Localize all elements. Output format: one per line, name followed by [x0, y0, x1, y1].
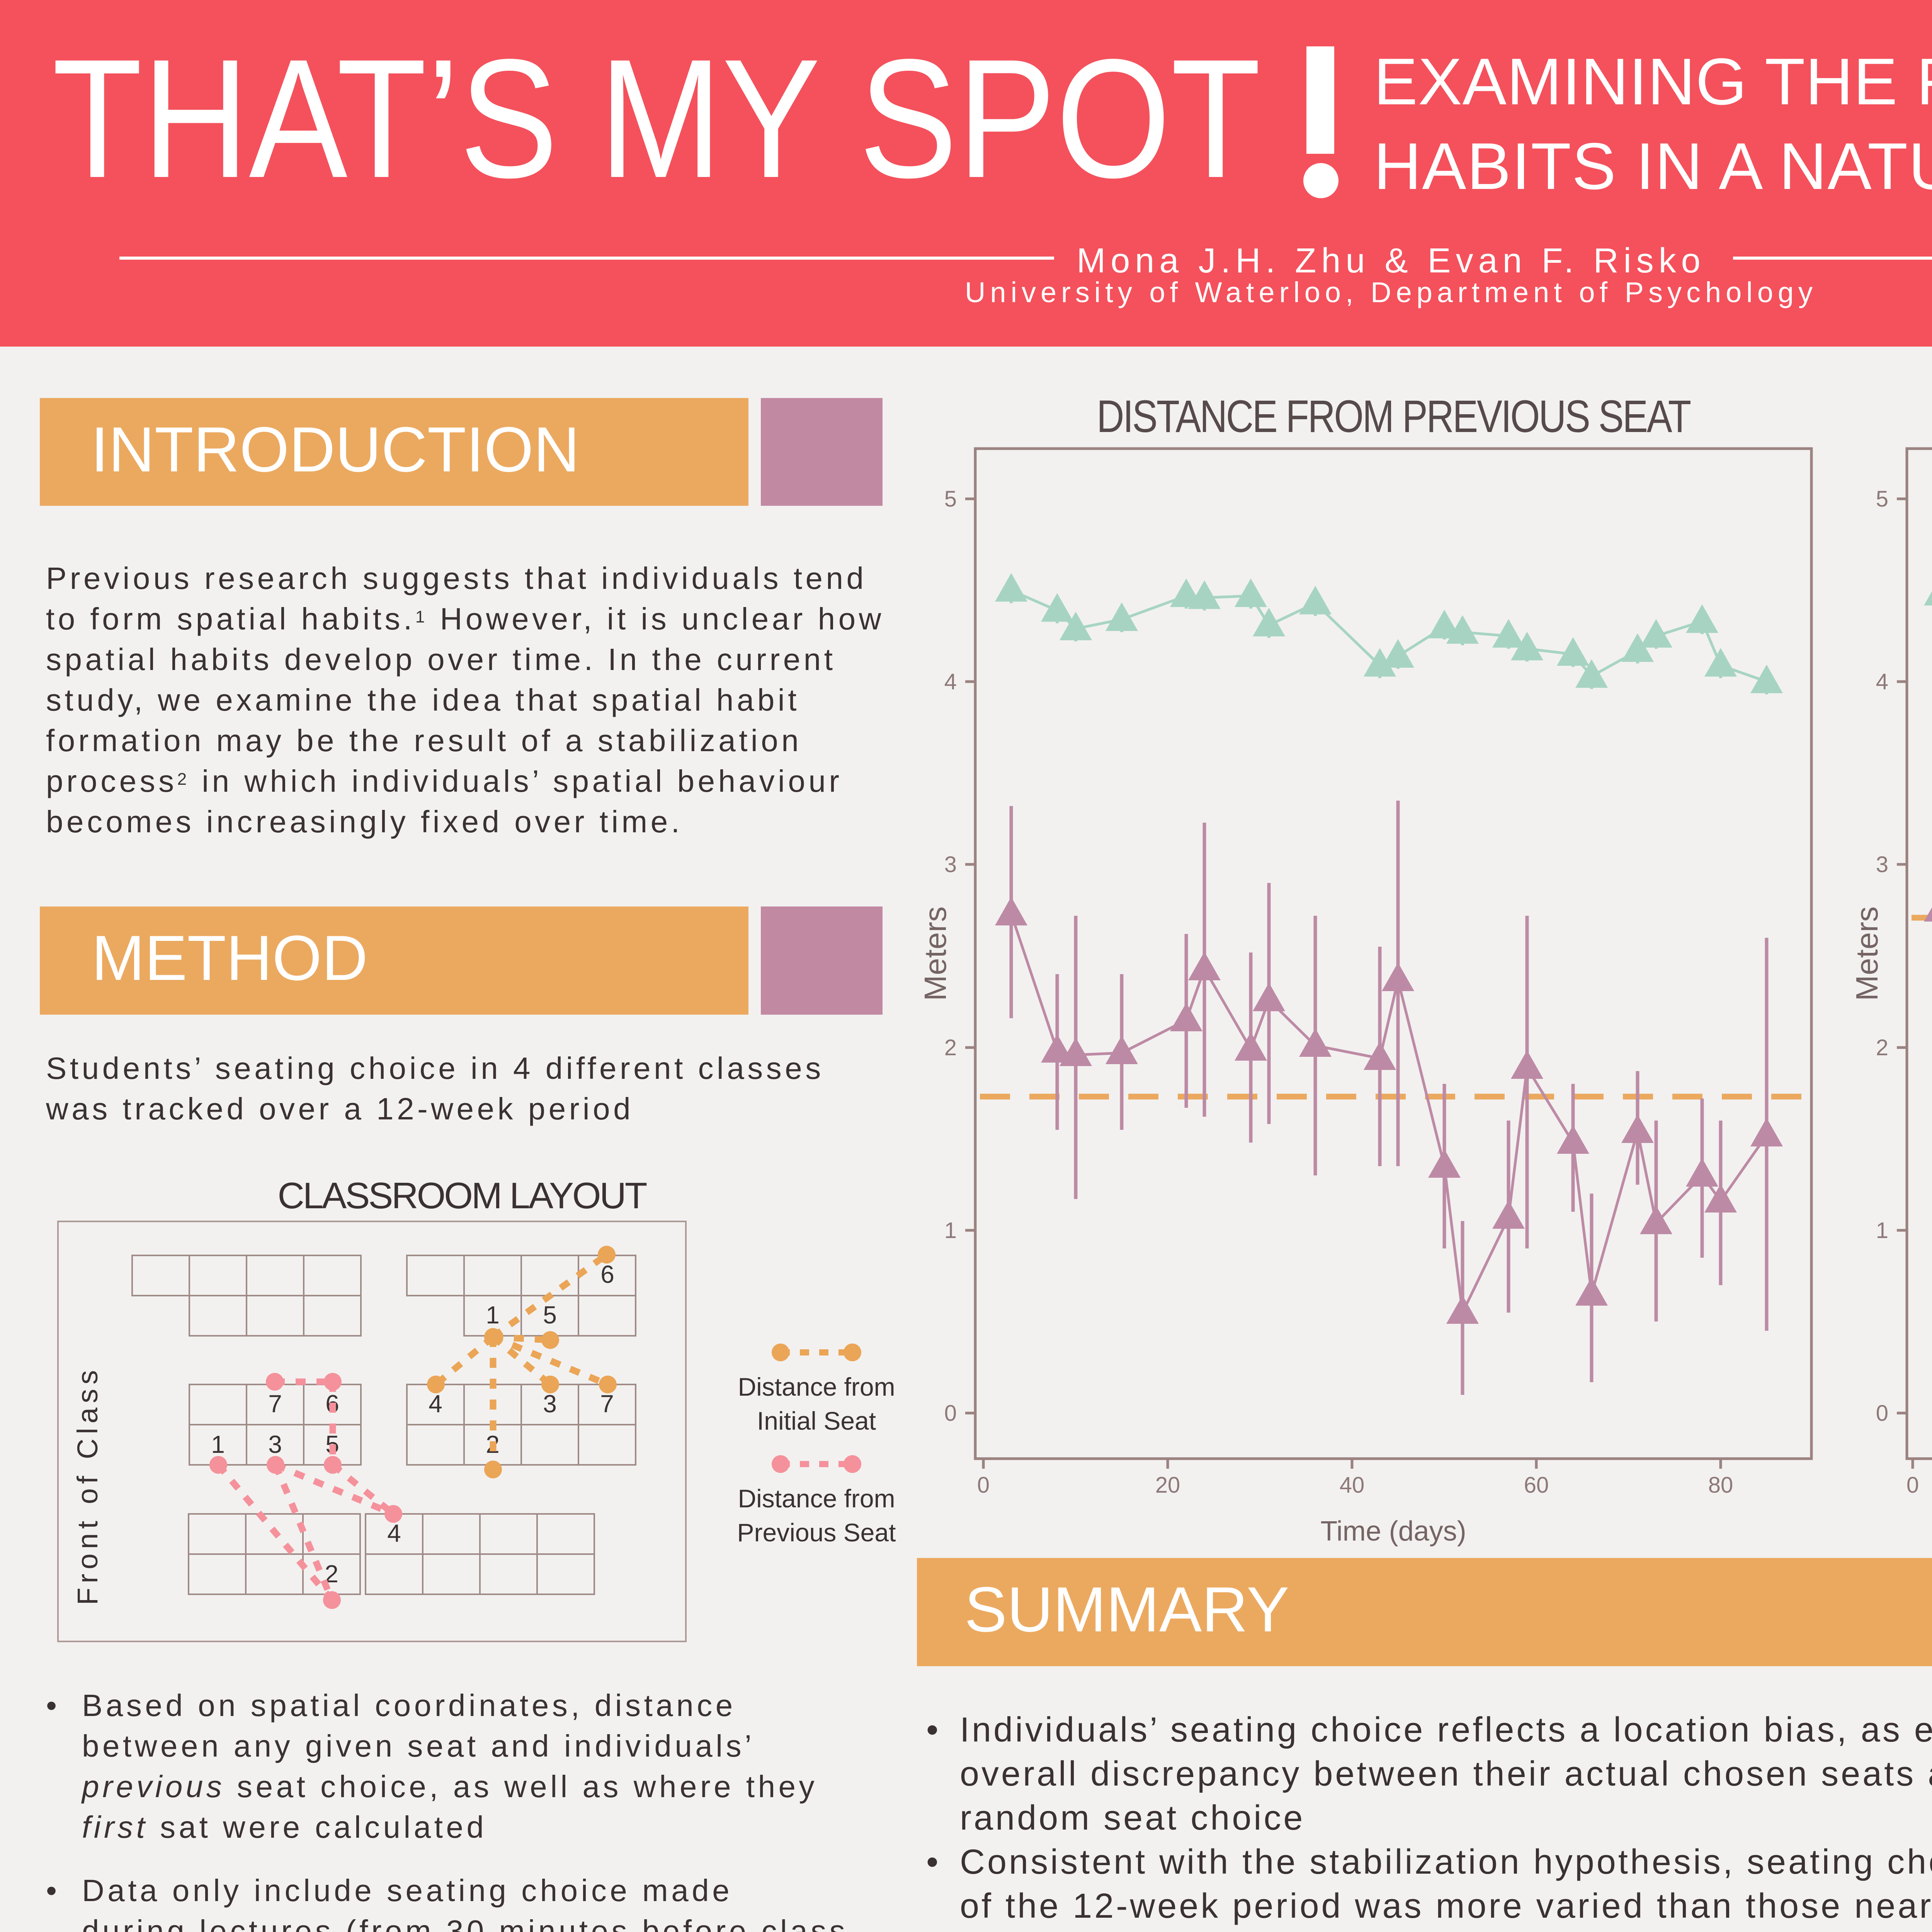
svg-text:0: 0 — [977, 1473, 990, 1498]
svg-text:5: 5 — [1876, 486, 1888, 512]
svg-text:Meters: Meters — [1850, 906, 1884, 1001]
svg-text:Distance from: Distance from — [738, 1372, 895, 1401]
svg-text:1: 1 — [486, 1301, 500, 1329]
svg-text:Previous Seat: Previous Seat — [737, 1518, 896, 1547]
svg-text:3: 3 — [1876, 852, 1888, 877]
svg-text:4: 4 — [387, 1519, 401, 1547]
svg-text:6: 6 — [600, 1260, 614, 1288]
svg-text:1: 1 — [211, 1430, 225, 1458]
svg-text:Distance from: Distance from — [738, 1484, 895, 1513]
svg-text:4: 4 — [944, 669, 957, 694]
svg-text:7: 7 — [600, 1390, 614, 1418]
svg-text:1: 1 — [944, 1218, 957, 1243]
svg-text:0: 0 — [1876, 1401, 1888, 1426]
svg-text:20: 20 — [1155, 1473, 1180, 1498]
svg-text:40: 40 — [1340, 1473, 1365, 1498]
svg-text:2: 2 — [944, 1035, 957, 1060]
svg-text:80: 80 — [1708, 1473, 1733, 1498]
svg-text:2: 2 — [1876, 1035, 1888, 1060]
svg-text:1: 1 — [1876, 1218, 1888, 1243]
svg-text:7: 7 — [268, 1390, 282, 1418]
svg-text:5: 5 — [543, 1301, 557, 1329]
svg-text:3: 3 — [543, 1390, 557, 1418]
svg-text:Time (days): Time (days) — [1320, 1516, 1466, 1547]
svg-text:5: 5 — [944, 486, 957, 512]
svg-text:3: 3 — [268, 1430, 282, 1458]
svg-text:4: 4 — [429, 1390, 442, 1418]
svg-text:0: 0 — [1906, 1473, 1919, 1498]
svg-text:Meters: Meters — [918, 906, 952, 1001]
svg-text:3: 3 — [944, 852, 957, 877]
svg-text:0: 0 — [944, 1401, 957, 1426]
svg-text:4: 4 — [1876, 669, 1888, 694]
svg-text:Initial Seat: Initial Seat — [757, 1406, 876, 1435]
svg-text:Front of Class: Front of Class — [71, 1370, 104, 1605]
svg-text:60: 60 — [1524, 1473, 1549, 1498]
